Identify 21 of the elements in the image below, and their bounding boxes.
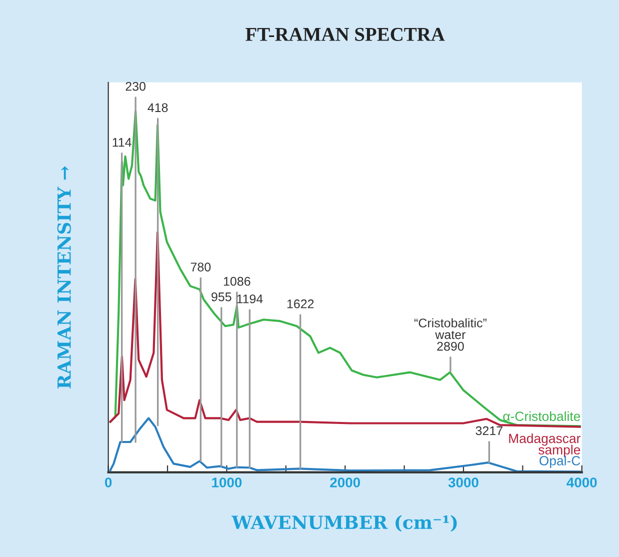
annotation: 418: [148, 103, 168, 112]
x-tick-label: 2000: [330, 478, 360, 488]
annotation: 1086: [224, 276, 250, 286]
x-axis-title: WAVENUMBER (cm⁻¹): [232, 515, 457, 532]
y-axis-title: RAMAN INTENSITY →: [57, 166, 71, 388]
annotation: 1622: [287, 299, 314, 308]
annotation: 955: [212, 292, 232, 302]
annotation: 780: [190, 262, 211, 272]
series-label: α-Cristobalite: [503, 411, 580, 421]
series-label: Madagascar sample: [509, 433, 580, 458]
annotation: 230: [126, 82, 146, 91]
series-label: Opal-C: [540, 456, 580, 468]
annotation: 114: [112, 138, 132, 147]
annotation: 3217: [476, 426, 502, 436]
x-tick-label: 3000: [448, 478, 478, 488]
x-tick-label: 0: [105, 478, 112, 488]
x-tick-label: 4000: [566, 478, 597, 488]
chart-title: FT-RAMAN SPECTRA: [246, 28, 445, 41]
x-tick-label: 1000: [212, 478, 242, 488]
annotation: “Cristobalitic” water 2890: [414, 318, 486, 351]
annotation: 1194: [237, 294, 263, 304]
